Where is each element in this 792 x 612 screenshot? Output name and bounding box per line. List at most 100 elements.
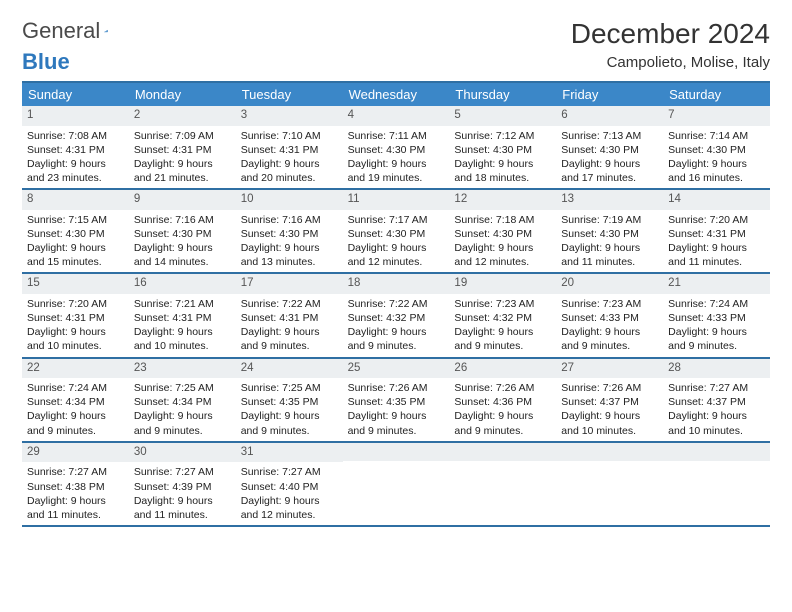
sunset-text: Sunset: 4:30 PM xyxy=(134,227,231,241)
sunrise-text: Sunrise: 7:09 AM xyxy=(134,129,231,143)
sunset-text: Sunset: 4:32 PM xyxy=(454,311,551,325)
calendar-cell: 7Sunrise: 7:14 AMSunset: 4:30 PMDaylight… xyxy=(663,106,770,188)
sunset-text: Sunset: 4:31 PM xyxy=(241,311,338,325)
calendar-cell: 1Sunrise: 7:08 AMSunset: 4:31 PMDaylight… xyxy=(22,106,129,188)
sunset-text: Sunset: 4:34 PM xyxy=(134,395,231,409)
sunrise-text: Sunrise: 7:27 AM xyxy=(668,381,765,395)
dow-header: Friday xyxy=(556,83,663,106)
sunrise-text: Sunrise: 7:16 AM xyxy=(241,213,338,227)
day-number: 23 xyxy=(129,359,236,379)
sunrise-text: Sunrise: 7:26 AM xyxy=(454,381,551,395)
daylight-text: Daylight: 9 hours xyxy=(241,494,338,508)
sunrise-text: Sunrise: 7:13 AM xyxy=(561,129,658,143)
day-number: 1 xyxy=(22,106,129,126)
sunset-text: Sunset: 4:31 PM xyxy=(134,143,231,157)
sunrise-text: Sunrise: 7:25 AM xyxy=(134,381,231,395)
daylight-text: Daylight: 9 hours xyxy=(134,494,231,508)
sunrise-text: Sunrise: 7:24 AM xyxy=(27,381,124,395)
dow-header: Tuesday xyxy=(236,83,343,106)
daylight-text: Daylight: 9 hours xyxy=(348,409,445,423)
day-number: 7 xyxy=(663,106,770,126)
daylight-text: Daylight: 9 hours xyxy=(348,241,445,255)
dow-header: Monday xyxy=(129,83,236,106)
day-number xyxy=(556,443,663,461)
sunrise-text: Sunrise: 7:27 AM xyxy=(134,465,231,479)
sunrise-text: Sunrise: 7:23 AM xyxy=(454,297,551,311)
day-number: 11 xyxy=(343,190,450,210)
calendar-grid: SundayMondayTuesdayWednesdayThursdayFrid… xyxy=(22,81,770,527)
day-number: 12 xyxy=(449,190,556,210)
sunset-text: Sunset: 4:31 PM xyxy=(134,311,231,325)
day-number: 6 xyxy=(556,106,663,126)
daylight-text: and 23 minutes. xyxy=(27,171,124,185)
calendar-cell: 19Sunrise: 7:23 AMSunset: 4:32 PMDayligh… xyxy=(449,274,556,356)
calendar-cell: 31Sunrise: 7:27 AMSunset: 4:40 PMDayligh… xyxy=(236,443,343,525)
day-number: 9 xyxy=(129,190,236,210)
sunrise-text: Sunrise: 7:18 AM xyxy=(454,213,551,227)
day-number xyxy=(449,443,556,461)
calendar-cell: 10Sunrise: 7:16 AMSunset: 4:30 PMDayligh… xyxy=(236,190,343,272)
day-number: 17 xyxy=(236,274,343,294)
day-number xyxy=(663,443,770,461)
daylight-text: and 14 minutes. xyxy=(134,255,231,269)
dow-header: Thursday xyxy=(449,83,556,106)
day-number: 14 xyxy=(663,190,770,210)
calendar-cell-empty xyxy=(556,443,663,525)
daylight-text: Daylight: 9 hours xyxy=(454,157,551,171)
calendar-cell: 13Sunrise: 7:19 AMSunset: 4:30 PMDayligh… xyxy=(556,190,663,272)
day-number: 22 xyxy=(22,359,129,379)
sunrise-text: Sunrise: 7:08 AM xyxy=(27,129,124,143)
calendar-cell: 4Sunrise: 7:11 AMSunset: 4:30 PMDaylight… xyxy=(343,106,450,188)
daylight-text: and 10 minutes. xyxy=(27,339,124,353)
daylight-text: Daylight: 9 hours xyxy=(27,494,124,508)
sunrise-text: Sunrise: 7:22 AM xyxy=(241,297,338,311)
calendar-cell: 26Sunrise: 7:26 AMSunset: 4:36 PMDayligh… xyxy=(449,359,556,441)
calendar-cell-empty xyxy=(343,443,450,525)
daylight-text: and 17 minutes. xyxy=(561,171,658,185)
sunrise-text: Sunrise: 7:10 AM xyxy=(241,129,338,143)
day-number: 8 xyxy=(22,190,129,210)
daylight-text: and 11 minutes. xyxy=(134,508,231,522)
daylight-text: Daylight: 9 hours xyxy=(134,409,231,423)
daylight-text: Daylight: 9 hours xyxy=(27,325,124,339)
daylight-text: Daylight: 9 hours xyxy=(348,325,445,339)
calendar-cell: 28Sunrise: 7:27 AMSunset: 4:37 PMDayligh… xyxy=(663,359,770,441)
daylight-text: Daylight: 9 hours xyxy=(454,409,551,423)
sunrise-text: Sunrise: 7:23 AM xyxy=(561,297,658,311)
calendar-cell: 14Sunrise: 7:20 AMSunset: 4:31 PMDayligh… xyxy=(663,190,770,272)
daylight-text: Daylight: 9 hours xyxy=(348,157,445,171)
calendar-cell: 17 Sunrise: 7:22 AMSunset: 4:31 PMDayligh… xyxy=(236,274,343,356)
sunrise-text: Sunrise: 7:16 AM xyxy=(134,213,231,227)
daylight-text: Daylight: 9 hours xyxy=(454,325,551,339)
daylight-text: Daylight: 9 hours xyxy=(134,241,231,255)
daylight-text: Daylight: 9 hours xyxy=(241,325,338,339)
daylight-text: and 9 minutes. xyxy=(561,339,658,353)
sunrise-text: Sunrise: 7:27 AM xyxy=(241,465,338,479)
day-number: 27 xyxy=(556,359,663,379)
day-number: 24 xyxy=(236,359,343,379)
calendar-cell: 9 Sunrise: 7:16 AMSunset: 4:30 PMDaylight… xyxy=(129,190,236,272)
daylight-text: Daylight: 9 hours xyxy=(27,409,124,423)
day-number: 10 xyxy=(236,190,343,210)
dow-header: Sunday xyxy=(22,83,129,106)
daylight-text: and 9 minutes. xyxy=(241,424,338,438)
sunset-text: Sunset: 4:30 PM xyxy=(668,143,765,157)
sunrise-text: Sunrise: 7:26 AM xyxy=(348,381,445,395)
calendar-cell: 3Sunrise: 7:10 AMSunset: 4:31 PMDaylight… xyxy=(236,106,343,188)
daylight-text: and 12 minutes. xyxy=(454,255,551,269)
daylight-text: and 9 minutes. xyxy=(668,339,765,353)
brand-triangle-icon xyxy=(104,22,108,40)
daylight-text: Daylight: 9 hours xyxy=(241,409,338,423)
daylight-text: and 16 minutes. xyxy=(668,171,765,185)
month-title: December 2024 xyxy=(571,18,770,50)
sunset-text: Sunset: 4:30 PM xyxy=(348,227,445,241)
sunset-text: Sunset: 4:39 PM xyxy=(134,480,231,494)
sunrise-text: Sunrise: 7:21 AM xyxy=(134,297,231,311)
brand-word2: Blue xyxy=(22,49,70,74)
sunrise-text: Sunrise: 7:20 AM xyxy=(668,213,765,227)
dow-header: Wednesday xyxy=(343,83,450,106)
calendar-cell: 5Sunrise: 7:12 AMSunset: 4:30 PMDaylight… xyxy=(449,106,556,188)
sunset-text: Sunset: 4:33 PM xyxy=(561,311,658,325)
day-number: 18 xyxy=(343,274,450,294)
location-subtitle: Campolieto, Molise, Italy xyxy=(571,54,770,71)
